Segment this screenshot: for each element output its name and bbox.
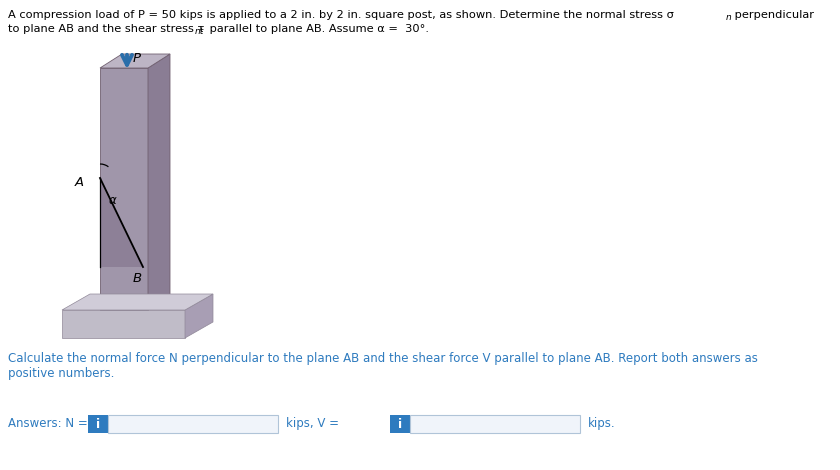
Text: positive numbers.: positive numbers. — [8, 367, 114, 380]
Text: α: α — [109, 194, 117, 207]
Text: to plane AB and the shear stress τ: to plane AB and the shear stress τ — [8, 24, 204, 34]
Text: i: i — [398, 417, 402, 431]
Polygon shape — [62, 294, 213, 310]
Text: n: n — [726, 13, 732, 22]
Polygon shape — [148, 54, 170, 310]
Text: A compression load of P = 50 kips is applied to a 2 in. by 2 in. square post, as: A compression load of P = 50 kips is app… — [8, 10, 674, 20]
Text: nt: nt — [195, 26, 204, 36]
Text: i: i — [96, 417, 100, 431]
Text: B: B — [133, 272, 142, 285]
Polygon shape — [100, 68, 148, 310]
FancyBboxPatch shape — [108, 415, 278, 433]
Polygon shape — [100, 54, 170, 68]
FancyBboxPatch shape — [410, 415, 580, 433]
Text: Calculate the normal force N perpendicular to the plane AB and the shear force V: Calculate the normal force N perpendicul… — [8, 352, 758, 365]
Polygon shape — [62, 310, 185, 338]
FancyBboxPatch shape — [88, 415, 108, 433]
Text: parallel to plane AB. Assume α =  30°.: parallel to plane AB. Assume α = 30°. — [206, 24, 429, 34]
Text: kips, V =: kips, V = — [286, 417, 343, 430]
Text: perpendicular: perpendicular — [731, 10, 814, 20]
Text: A: A — [75, 176, 84, 189]
Text: kips.: kips. — [588, 417, 616, 430]
Text: P: P — [133, 52, 141, 65]
Polygon shape — [100, 178, 143, 267]
Polygon shape — [185, 294, 213, 338]
FancyBboxPatch shape — [390, 415, 410, 433]
Text: Answers: N =: Answers: N = — [8, 417, 92, 430]
